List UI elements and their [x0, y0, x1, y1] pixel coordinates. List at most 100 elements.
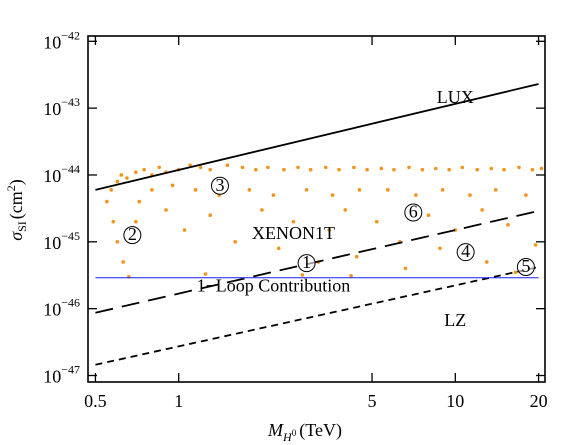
x-tick-label: 1	[174, 391, 183, 411]
annotation-label: 1	[302, 252, 311, 272]
y-tick-label: 10−42	[43, 28, 80, 52]
data-point	[142, 167, 146, 172]
data-point	[137, 199, 142, 204]
annotation-circle	[516, 258, 535, 277]
data-point	[304, 188, 309, 192]
data-point	[134, 170, 138, 175]
data-point	[374, 219, 379, 224]
x-tick-label: 0.5	[84, 391, 107, 411]
annotation-circle	[210, 176, 229, 195]
x-label-sup: 0	[292, 428, 297, 438]
data-point	[121, 260, 125, 264]
data-point	[438, 246, 442, 251]
data-point	[468, 193, 472, 197]
data-point	[530, 167, 535, 172]
data-point	[208, 213, 213, 218]
data-point	[266, 165, 270, 170]
data-point	[403, 266, 408, 271]
annotation-label: 2	[128, 224, 137, 244]
data-point	[134, 219, 138, 224]
limit-line	[95, 266, 539, 366]
data-point	[493, 188, 498, 192]
data-point	[460, 165, 465, 170]
y-label-unit: (cm	[6, 191, 27, 219]
data-point	[506, 222, 510, 227]
data-point	[357, 188, 362, 192]
annotation-label: 4	[461, 241, 470, 261]
line-label: 1−Loop Contribution	[197, 276, 351, 296]
x-axis-label: MH0 (TeV)	[267, 420, 342, 444]
limit-line	[95, 83, 539, 191]
y-tick-exponent: −42	[61, 28, 80, 42]
y-tick-base: 10	[43, 32, 61, 52]
data-point	[208, 167, 213, 172]
x-label-unit: (TeV)	[299, 420, 342, 441]
data-point	[354, 254, 359, 259]
data-point	[233, 240, 237, 244]
data-point	[125, 176, 129, 180]
y-tick-base: 10	[43, 233, 61, 253]
data-point	[323, 165, 328, 170]
annotation-label: 3	[215, 175, 224, 195]
data-point	[440, 188, 445, 192]
y-tick-exponent: −46	[61, 296, 80, 310]
data-point	[539, 166, 544, 171]
x-tick-label: 10	[446, 391, 464, 411]
data-point	[475, 167, 480, 172]
y-label-symbol: σ	[6, 231, 26, 241]
data-point	[300, 273, 305, 277]
data-point	[157, 165, 161, 170]
data-point	[533, 243, 538, 247]
data-point	[392, 167, 396, 172]
data-point	[489, 166, 494, 171]
y-label-close: )	[6, 179, 27, 185]
data-point	[385, 188, 390, 192]
data-point	[414, 193, 418, 197]
x-label-symbol: M	[267, 420, 284, 440]
data-point	[327, 228, 331, 232]
y-axis-label: σSI (cm2)	[4, 179, 29, 241]
data-point	[349, 274, 353, 278]
data-point	[426, 213, 431, 218]
data-point	[115, 179, 120, 184]
y-tick-exponent: −43	[61, 95, 80, 109]
y-tick-label: 10−44	[43, 162, 80, 186]
data-point	[433, 166, 438, 171]
y-tick-label: 10−47	[43, 363, 80, 387]
data-point	[260, 208, 264, 212]
data-point	[170, 183, 175, 188]
data-point	[198, 165, 203, 170]
data-point	[337, 167, 341, 172]
limit-line	[95, 210, 539, 314]
data-point	[513, 270, 518, 275]
y-tick-base: 10	[43, 300, 61, 320]
data-point	[182, 228, 187, 232]
annotation-circle	[123, 226, 142, 245]
data-point	[105, 199, 109, 204]
annotation-label: 6	[409, 201, 418, 221]
x-label-sub: H	[282, 430, 293, 444]
data-point	[240, 165, 245, 170]
x-tick-label: 5	[368, 391, 377, 411]
data-point	[247, 188, 252, 192]
data-point	[119, 173, 124, 177]
x-tick-label: 20	[530, 391, 548, 411]
data-point	[109, 188, 113, 192]
data-point	[150, 188, 154, 192]
data-point	[407, 165, 411, 170]
data-point	[291, 219, 296, 224]
y-tick-base: 10	[43, 367, 61, 387]
data-point	[254, 167, 258, 172]
data-point	[282, 167, 286, 172]
y-label-sup: 2	[4, 185, 18, 191]
data-point	[164, 208, 168, 212]
data-point	[203, 272, 208, 276]
data-point	[225, 163, 230, 168]
data-point	[308, 167, 313, 172]
y-tick-exponent: −44	[61, 162, 80, 176]
data-point	[480, 208, 484, 212]
annotation-circle	[404, 203, 423, 222]
data-point	[271, 193, 276, 197]
line-label: LUX	[437, 87, 474, 107]
